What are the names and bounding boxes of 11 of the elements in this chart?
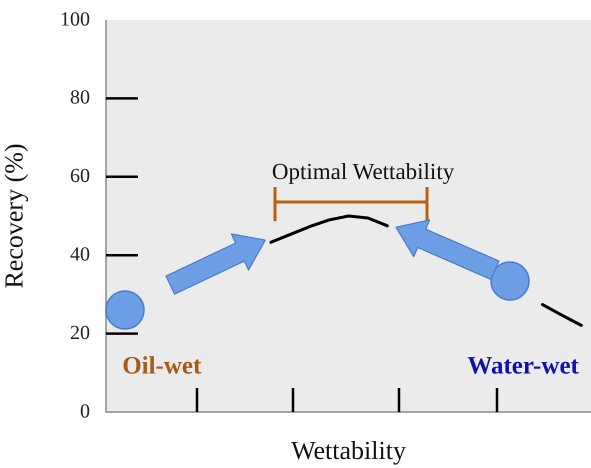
y-tick-label: 20 <box>70 322 90 344</box>
y-tick-label: 40 <box>70 243 90 266</box>
annotation: Optimal Wettability <box>272 158 455 184</box>
y-tick-label: 60 <box>70 165 90 188</box>
y-axis-title: Recovery (%) <box>0 143 28 289</box>
annotation: Water-wet <box>467 352 580 380</box>
y-tick-label: 80 <box>70 86 90 109</box>
annotation: Oil-wet <box>122 352 202 380</box>
y-tick-label: 100 <box>60 8 90 30</box>
y-tick-label: 0 <box>80 400 90 422</box>
x-axis-title: Wettability <box>291 436 406 466</box>
